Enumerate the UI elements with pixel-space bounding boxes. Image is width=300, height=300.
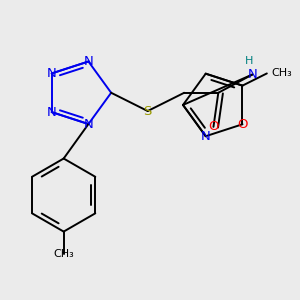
Text: N: N: [248, 68, 257, 81]
Text: O: O: [208, 120, 219, 134]
Text: N: N: [84, 118, 93, 130]
Text: N: N: [47, 67, 57, 80]
Text: CH₃: CH₃: [53, 248, 74, 259]
Text: H: H: [244, 56, 253, 66]
Text: N: N: [47, 106, 57, 118]
Text: N: N: [84, 55, 93, 68]
Text: O: O: [237, 118, 248, 131]
Text: N: N: [201, 130, 211, 143]
Text: CH₃: CH₃: [272, 68, 292, 78]
Text: S: S: [143, 104, 152, 118]
